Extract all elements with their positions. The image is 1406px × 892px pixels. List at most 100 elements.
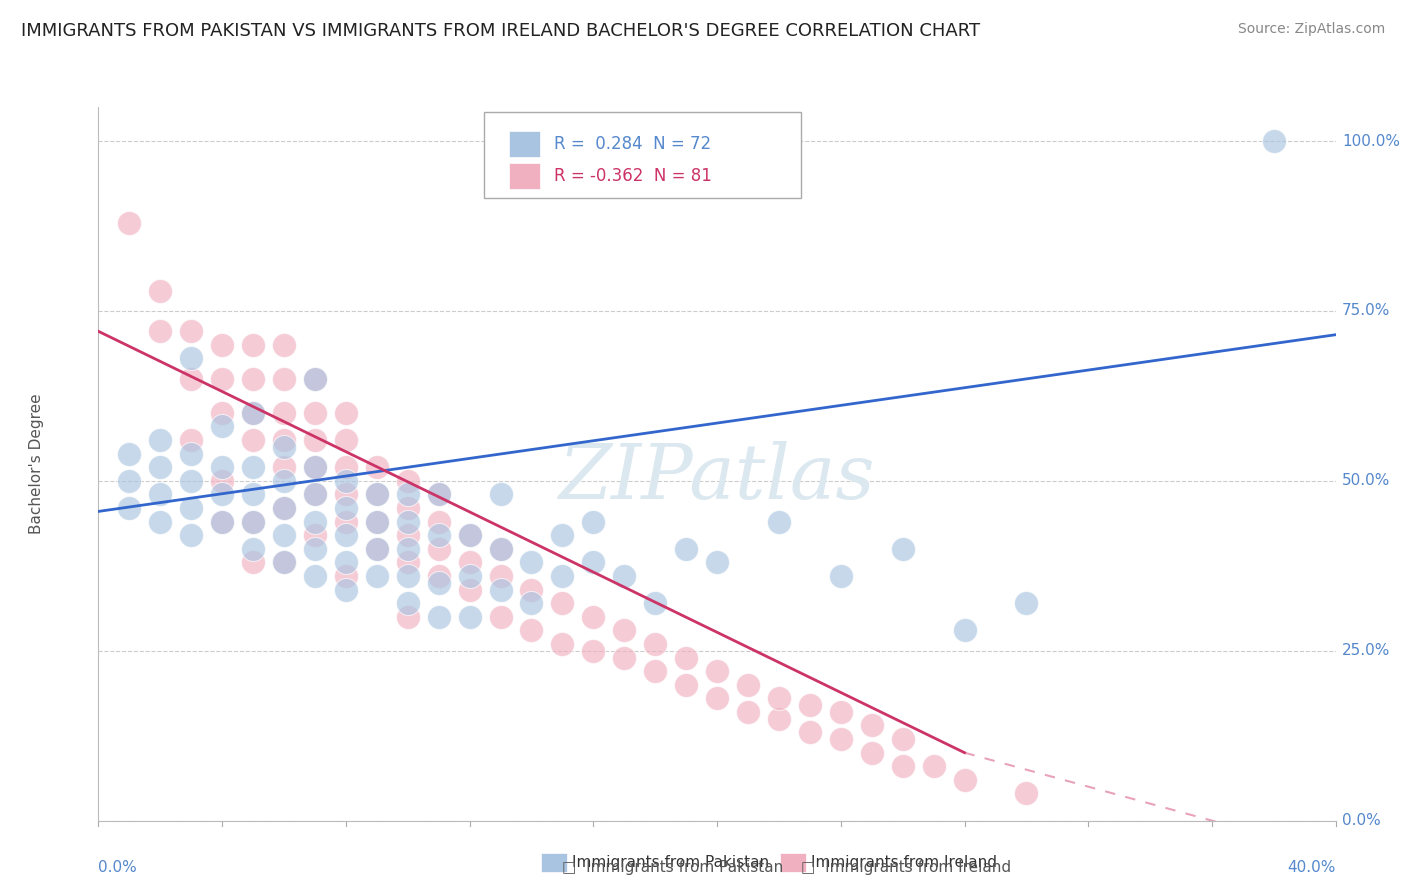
Point <box>396 609 419 624</box>
Point <box>458 569 481 583</box>
Point <box>118 501 141 516</box>
Text: Immigrants from Ireland: Immigrants from Ireland <box>811 855 997 870</box>
Point <box>706 555 728 569</box>
Text: ZIPatlas: ZIPatlas <box>558 442 876 515</box>
Point <box>304 460 326 475</box>
Point <box>551 569 574 583</box>
Point <box>304 460 326 475</box>
Point <box>860 746 883 760</box>
Point <box>891 732 914 747</box>
Point <box>366 515 388 529</box>
Point <box>273 372 295 386</box>
Point <box>273 501 295 516</box>
Point <box>922 759 945 773</box>
Point <box>830 569 852 583</box>
Point <box>180 351 202 366</box>
Point <box>335 487 357 501</box>
Point <box>768 515 790 529</box>
Point <box>335 406 357 420</box>
Point <box>366 460 388 475</box>
Point <box>242 515 264 529</box>
Point <box>489 609 512 624</box>
Point <box>891 759 914 773</box>
Point <box>860 718 883 732</box>
Point <box>242 541 264 556</box>
Point <box>118 447 141 461</box>
Point <box>1263 134 1285 148</box>
Point <box>180 324 202 338</box>
Point <box>427 487 450 501</box>
Point <box>458 528 481 542</box>
Point <box>1015 596 1038 610</box>
Point <box>273 433 295 447</box>
Point <box>335 555 357 569</box>
Point <box>953 624 976 638</box>
Point <box>304 541 326 556</box>
Point <box>737 705 759 719</box>
Point <box>211 338 233 352</box>
Point <box>396 528 419 542</box>
Point <box>149 515 172 529</box>
Point <box>799 725 821 739</box>
Point <box>396 501 419 516</box>
Point <box>768 712 790 726</box>
Point <box>304 569 326 583</box>
Point <box>582 644 605 658</box>
Point <box>304 487 326 501</box>
Text: 25.0%: 25.0% <box>1341 643 1391 658</box>
Point <box>335 433 357 447</box>
Point <box>675 678 697 692</box>
Point <box>335 569 357 583</box>
Point <box>180 433 202 447</box>
Point <box>335 474 357 488</box>
Point <box>304 406 326 420</box>
Bar <box>780 853 806 872</box>
Point <box>304 487 326 501</box>
Point <box>458 609 481 624</box>
Point <box>273 501 295 516</box>
Point <box>242 406 264 420</box>
Point <box>830 732 852 747</box>
Point <box>953 772 976 787</box>
Point <box>211 419 233 434</box>
Bar <box>509 163 540 189</box>
Point <box>273 440 295 454</box>
Point <box>242 555 264 569</box>
Point <box>427 575 450 590</box>
Point <box>551 528 574 542</box>
Point <box>335 515 357 529</box>
Text: Source: ZipAtlas.com: Source: ZipAtlas.com <box>1237 22 1385 37</box>
Point <box>830 705 852 719</box>
Point <box>396 541 419 556</box>
Point <box>520 582 543 597</box>
Point <box>799 698 821 712</box>
Point <box>551 637 574 651</box>
Point <box>427 487 450 501</box>
Point <box>706 664 728 678</box>
Point <box>149 487 172 501</box>
Text: Bachelor's Degree: Bachelor's Degree <box>30 393 44 534</box>
Point <box>489 569 512 583</box>
Point <box>180 372 202 386</box>
Text: 0.0%: 0.0% <box>98 860 138 875</box>
Point <box>458 528 481 542</box>
Point <box>613 569 636 583</box>
Point <box>644 596 666 610</box>
Point <box>304 528 326 542</box>
Point <box>304 433 326 447</box>
Point <box>118 474 141 488</box>
Point <box>180 447 202 461</box>
Point <box>180 501 202 516</box>
Text: 40.0%: 40.0% <box>1288 860 1336 875</box>
Text: 75.0%: 75.0% <box>1341 303 1391 318</box>
Point <box>180 528 202 542</box>
Point <box>242 460 264 475</box>
Text: R =  0.284  N = 72: R = 0.284 N = 72 <box>554 135 711 153</box>
Point <box>211 515 233 529</box>
Bar <box>541 853 567 872</box>
Point <box>366 541 388 556</box>
Point <box>149 284 172 298</box>
Point <box>489 582 512 597</box>
Point <box>366 487 388 501</box>
Point <box>242 338 264 352</box>
